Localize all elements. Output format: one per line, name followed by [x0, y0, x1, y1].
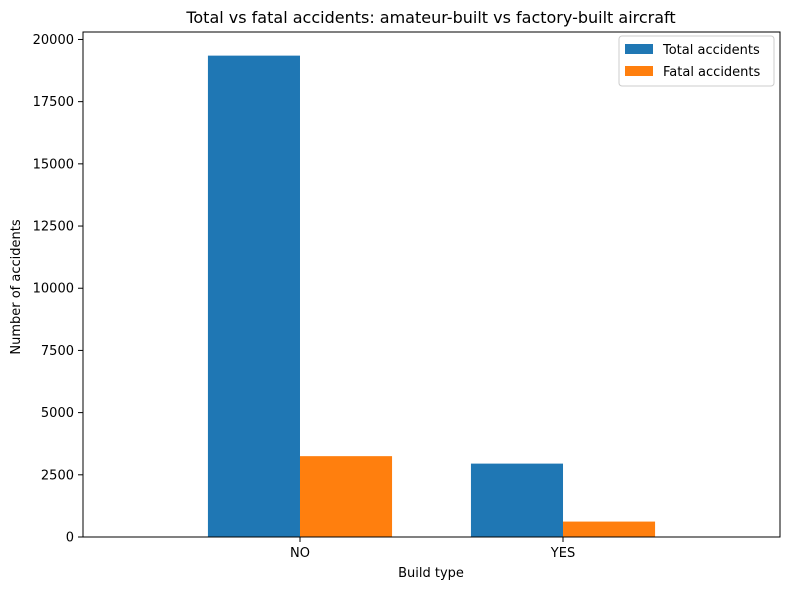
legend-label-fatal: Fatal accidents: [663, 65, 761, 80]
bar-total-no: [207, 55, 300, 537]
legend-label-total: Total accidents: [662, 43, 760, 58]
y-tick-label: 15000: [33, 157, 74, 172]
legend-swatch-total: [625, 44, 653, 54]
axes-layer: 0 2500 5000 7500 10000 12500 15000 17500 20000 NO…: [33, 31, 781, 561]
chart-title: Total vs fatal accidents: amateur-built …: [185, 8, 675, 27]
x-tick-label: NO: [290, 546, 310, 561]
x-axis-label: Build type: [398, 566, 464, 581]
y-tick-label: 0: [66, 531, 74, 546]
bar-fatal-no: [299, 456, 393, 537]
bar-fatal-yes: [563, 521, 656, 537]
y-tick-label: 7500: [41, 344, 74, 359]
x-tick-label: YES: [550, 546, 575, 561]
legend: Total accidents Fatal accidents: [618, 35, 775, 87]
y-tick-label: 2500: [41, 468, 74, 483]
plot-frame: [82, 31, 781, 538]
y-axis-label: Number of accidents: [9, 219, 24, 354]
legend-frame: [618, 35, 775, 87]
legend-swatch-fatal: [625, 66, 653, 76]
y-tick-label: 10000: [33, 282, 74, 297]
bar-total-yes: [470, 463, 564, 537]
y-tick-label: 5000: [41, 406, 74, 421]
y-tick-label: 12500: [33, 220, 74, 235]
y-tick-label: 17500: [33, 95, 74, 110]
bars-layer: [207, 55, 656, 537]
y-tick-label: 20000: [33, 33, 74, 48]
